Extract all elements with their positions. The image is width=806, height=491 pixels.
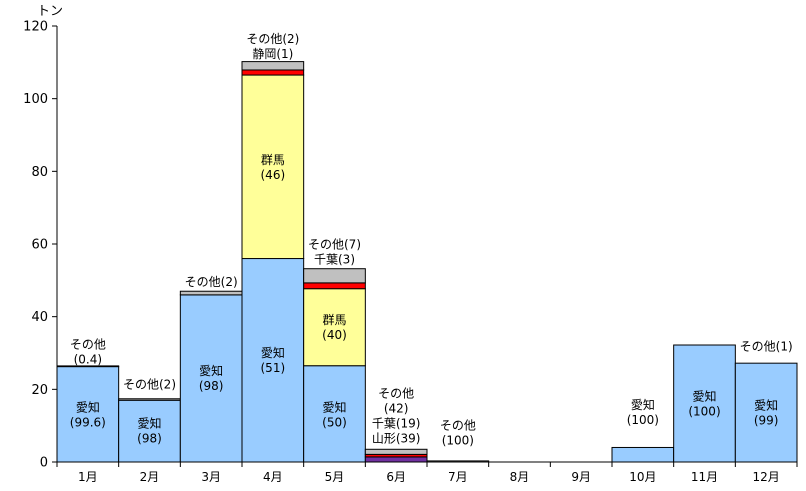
x-tick-label: 4月 bbox=[263, 470, 283, 484]
data-label: (100) bbox=[627, 413, 659, 427]
data-label: 愛知 bbox=[199, 364, 223, 378]
bar-5-segment-2 bbox=[303, 288, 366, 367]
data-label: (99) bbox=[754, 413, 779, 427]
bars-group bbox=[56, 61, 798, 463]
data-label: (0.4) bbox=[74, 353, 102, 367]
labels-group: その他(0.4)その他(2)その他(2)その他(2)静岡(1)その他(7)千葉(… bbox=[70, 32, 793, 448]
bar-3-segment-2 bbox=[179, 290, 243, 296]
y-unit-label: トン bbox=[37, 4, 63, 19]
data-label: その他 bbox=[440, 419, 476, 433]
data-label: 千葉(3) bbox=[314, 252, 355, 266]
data-label: その他(2) bbox=[246, 32, 299, 46]
bar-10-segment-1 bbox=[611, 446, 675, 463]
x-tick-label: 3月 bbox=[201, 470, 221, 484]
bar-5-segment-4 bbox=[303, 268, 366, 284]
data-label: 愛知 bbox=[692, 389, 716, 403]
x-tick-label: 12月 bbox=[753, 470, 780, 484]
data-label: その他 bbox=[378, 387, 414, 401]
y-tick-label: 0 bbox=[40, 456, 48, 471]
bar-12-segment-1 bbox=[734, 362, 798, 463]
bar-4-segment-3 bbox=[241, 69, 305, 76]
data-label: (50) bbox=[322, 415, 347, 429]
data-label: (98) bbox=[199, 379, 224, 393]
data-label: (51) bbox=[261, 361, 286, 375]
y-tick-label: 60 bbox=[31, 238, 48, 253]
data-label: (98) bbox=[137, 432, 162, 446]
y-tick-label: 100 bbox=[23, 92, 48, 107]
x-tick-label: 1月 bbox=[78, 470, 98, 484]
data-label: 愛知 bbox=[754, 398, 778, 412]
bar-6-segment-3 bbox=[364, 448, 428, 455]
data-label: 愛知 bbox=[261, 346, 285, 360]
bar-5-segment-1 bbox=[303, 365, 366, 463]
bar-4-segment-4 bbox=[241, 61, 305, 71]
x-tick-label: 9月 bbox=[571, 470, 591, 484]
x-tick-label: 11月 bbox=[691, 470, 718, 484]
x-tick-label: 8月 bbox=[510, 470, 530, 484]
data-label: (100) bbox=[442, 434, 474, 448]
y-tick-label: 80 bbox=[31, 165, 48, 180]
bar-5-segment-3 bbox=[303, 282, 366, 290]
data-label: 静岡(1) bbox=[252, 47, 293, 61]
data-label: (40) bbox=[322, 328, 347, 342]
bar-6-segment-1 bbox=[364, 456, 428, 463]
data-label: その他(2) bbox=[185, 275, 238, 289]
x-tick-label: 7月 bbox=[448, 470, 468, 484]
data-label: 愛知 bbox=[137, 417, 161, 431]
data-label: 群馬 bbox=[322, 313, 346, 327]
data-label: 群馬 bbox=[261, 153, 285, 167]
y-tick-label: 20 bbox=[31, 383, 48, 398]
data-label: その他(1) bbox=[740, 339, 793, 353]
data-label: その他(2) bbox=[123, 378, 176, 392]
x-tick-label: 10月 bbox=[629, 470, 656, 484]
data-label: (42) bbox=[384, 402, 409, 416]
bar-2-segment-2 bbox=[118, 398, 181, 401]
data-label: 山形(39) bbox=[372, 432, 421, 446]
x-tick-label: 2月 bbox=[140, 470, 160, 484]
data-label: (46) bbox=[261, 168, 286, 182]
data-label: (99.6) bbox=[70, 415, 106, 429]
data-label: 愛知 bbox=[322, 400, 346, 414]
data-label: (100) bbox=[688, 404, 720, 418]
data-label: 愛知 bbox=[76, 400, 100, 414]
x-tick-label: 5月 bbox=[325, 470, 345, 484]
x-tick-label: 6月 bbox=[386, 470, 406, 484]
y-tick-label: 40 bbox=[31, 310, 48, 325]
y-tick-label: 120 bbox=[23, 20, 48, 35]
data-label: 愛知 bbox=[631, 398, 655, 412]
bar-1-segment-1 bbox=[56, 365, 120, 463]
data-label: その他(7) bbox=[308, 237, 361, 251]
data-label: その他 bbox=[70, 338, 106, 352]
data-label: 千葉(19) bbox=[372, 417, 421, 431]
